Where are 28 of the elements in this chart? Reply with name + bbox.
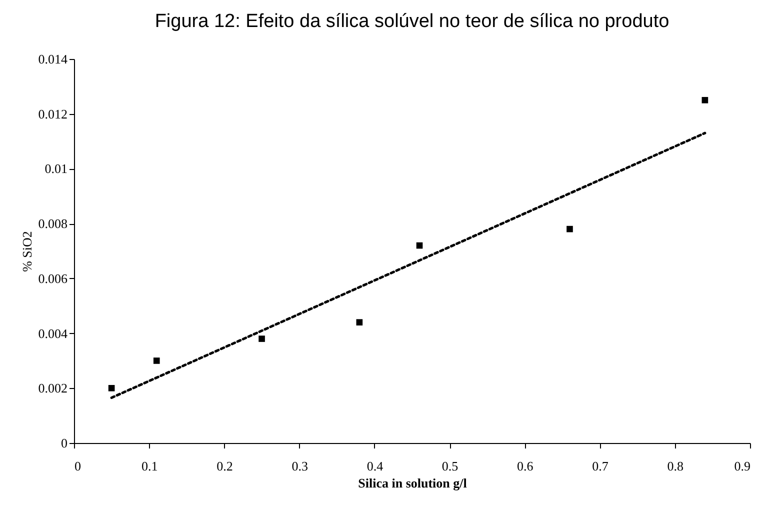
x-tick-label: 0.3 [292, 458, 308, 474]
y-tick-label: 0 [61, 436, 68, 450]
x-tick-label: 0.4 [366, 458, 384, 474]
x-tick-label: 0.1 [141, 458, 158, 474]
y-axis-title: % SiO2 [19, 231, 34, 272]
x-tick-label: 0.5 [442, 458, 458, 474]
point [356, 319, 363, 326]
x-tick-label: 0.7 [592, 458, 609, 474]
point [153, 358, 160, 364]
x-axis-title: Silica in solution g/l [358, 476, 468, 490]
x-tick-label: 0.9 [734, 458, 750, 474]
x-tick-label: 0.8 [667, 458, 684, 474]
point [108, 384, 115, 392]
y-tick-label: 0.012 [38, 106, 68, 122]
x-tick-label: 0.6 [517, 458, 534, 474]
y-tick-label: 0.01 [44, 161, 68, 176]
point [258, 336, 265, 342]
y-tick-label: 0.004 [38, 326, 68, 341]
point [566, 226, 573, 232]
y-tick-label: 0.014 [38, 52, 68, 66]
point [702, 96, 708, 104]
y-tick-label: 0.002 [38, 380, 68, 396]
x-tick-label: 0.2 [216, 458, 233, 474]
y-tick-label: 0.006 [38, 270, 68, 286]
y-tick-label: 0.008 [38, 216, 68, 232]
chart-title: Figura 12: Efeito da sílica solúvel no teor de sílica no produto [154, 11, 670, 32]
x-tick-label: 0 [74, 458, 81, 474]
point [416, 242, 423, 249]
